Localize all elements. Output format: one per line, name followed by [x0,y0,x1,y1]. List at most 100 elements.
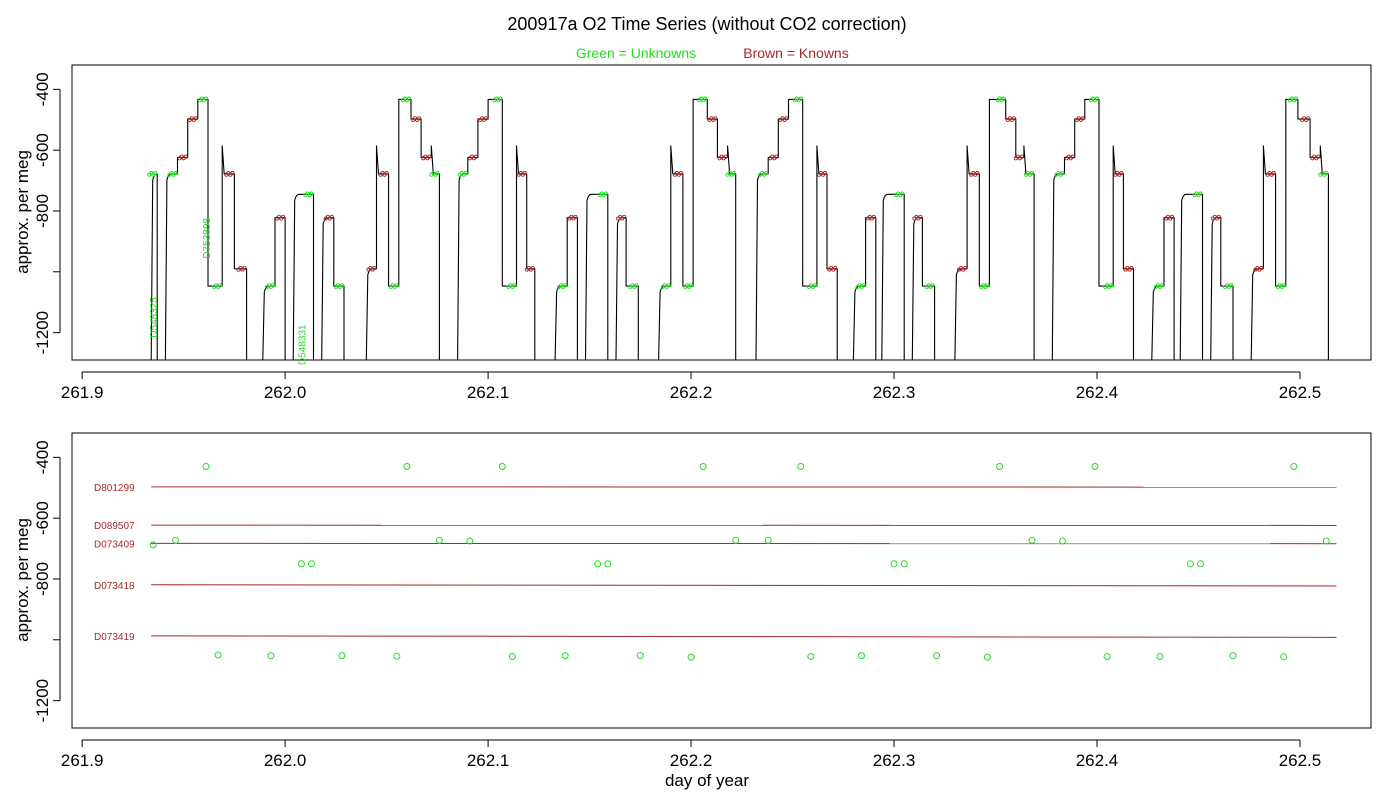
unknown-point [764,536,772,544]
unknown-point [699,463,707,470]
trace-point [660,284,665,289]
trace-point [1265,172,1270,177]
trace-point [303,193,308,198]
trace-point [778,117,783,122]
trace-point [969,172,974,177]
trace-point [1074,117,1079,122]
trace-point [400,98,406,103]
y-tick-label: -400 [33,72,52,106]
trace-point [224,172,229,177]
y-tick-label: -1200 [33,679,52,722]
trace-point [957,267,962,272]
legend-knowns: Brown = Knowns [743,45,848,61]
trace-point [725,172,730,177]
x-tick-label: 262.1 [467,751,510,770]
known-line-label: D073418 [94,581,135,592]
trace-point [323,216,328,221]
trace-point [366,267,371,272]
trace-point [768,156,773,161]
unknown-point [1280,653,1288,661]
trace-point [429,172,434,177]
unknown-point [435,536,443,544]
y-tick-label: -1200 [33,311,52,354]
unknown-point [807,653,815,660]
y-tick-label: -600 [33,501,52,535]
x-tick-label: 262.4 [1076,383,1119,402]
unknown-point [403,463,411,470]
trace-point [506,284,511,289]
sample-label: D753898 [202,218,213,259]
unknown-point [636,652,644,660]
trace-point [912,216,917,221]
unknown-point [687,653,695,661]
unknown-point [214,651,222,659]
known-line-label: D073409 [94,539,135,550]
unknown-point [308,560,315,568]
x-tick-label: 262.1 [467,383,510,402]
unknown-points [149,463,1330,661]
axes-top: 261.9 262.0 262.1 262.2 262.3 262.4 262.5 -400 -… [33,72,1321,402]
trace-point [1113,172,1118,177]
trace-point [275,216,280,221]
x-tick-label: 262.2 [670,751,713,770]
trace-point [683,284,688,289]
trace-point [865,216,870,221]
y-tick-label: -800 [33,194,52,228]
x-tick-label: 262.2 [670,383,713,402]
unknown-point [297,560,305,568]
known-lines: D801299 D089507 D073409 D073418 D073419 [94,483,1337,643]
trace-point [628,284,633,289]
unknown-point [1186,560,1194,568]
trace-point [457,172,462,177]
unknown-point [267,652,275,660]
unknown-point [900,560,908,568]
unknown-point [933,652,941,660]
known-line [151,635,1337,638]
panel-averages: 261.9 262.0 262.1 262.2 262.3 262.4 262.5 -400 -… [13,432,1372,790]
unknown-point [1156,653,1164,660]
trace-point [1005,117,1010,122]
y-tick-label: -600 [33,133,52,167]
unknown-point [732,536,740,544]
sample-label: D548325 [149,297,160,338]
x-tick-label: 262.4 [1076,751,1119,770]
trace-point [1088,98,1094,103]
axes-bottom: 261.9 262.0 262.1 262.2 262.3 262.4 262.5 -400 -… [33,440,1321,770]
trace-points [147,96,1329,289]
trace-point [1222,284,1228,289]
unknown-point [393,652,401,660]
trace-point [524,267,529,272]
trace-point [1013,156,1018,161]
trace-point [516,172,521,177]
trace-point [411,117,416,122]
x-tick-label: 262.5 [1279,383,1322,402]
unknown-point [1322,537,1330,545]
y-tick-label: -800 [33,562,52,596]
trace-point [816,172,822,177]
trace-point [717,156,722,161]
unknown-point [172,536,179,544]
trace-point [197,98,203,103]
trace-point [924,284,929,289]
unknown-point [338,652,346,660]
plot-frame-top [71,64,1372,361]
trace-point [1153,284,1159,289]
unknown-point [1290,463,1298,470]
unknown-point [498,463,506,470]
legend-unknowns: Green = Unknowns [576,45,696,61]
trace-point [979,284,984,289]
unknown-point [1197,560,1204,568]
trace-point [855,284,860,289]
unknown-point [1229,652,1237,660]
trace-point [1024,172,1029,177]
unknown-point [1028,536,1036,544]
known-line-label: D089507 [94,521,135,532]
x-tick-label: 262.0 [264,751,307,770]
y-tick-label: -400 [33,440,52,474]
unknown-point [202,463,210,470]
trace-point [478,117,483,122]
trace-point [1210,216,1215,221]
trace-point [333,284,339,289]
trace-point [827,267,832,272]
